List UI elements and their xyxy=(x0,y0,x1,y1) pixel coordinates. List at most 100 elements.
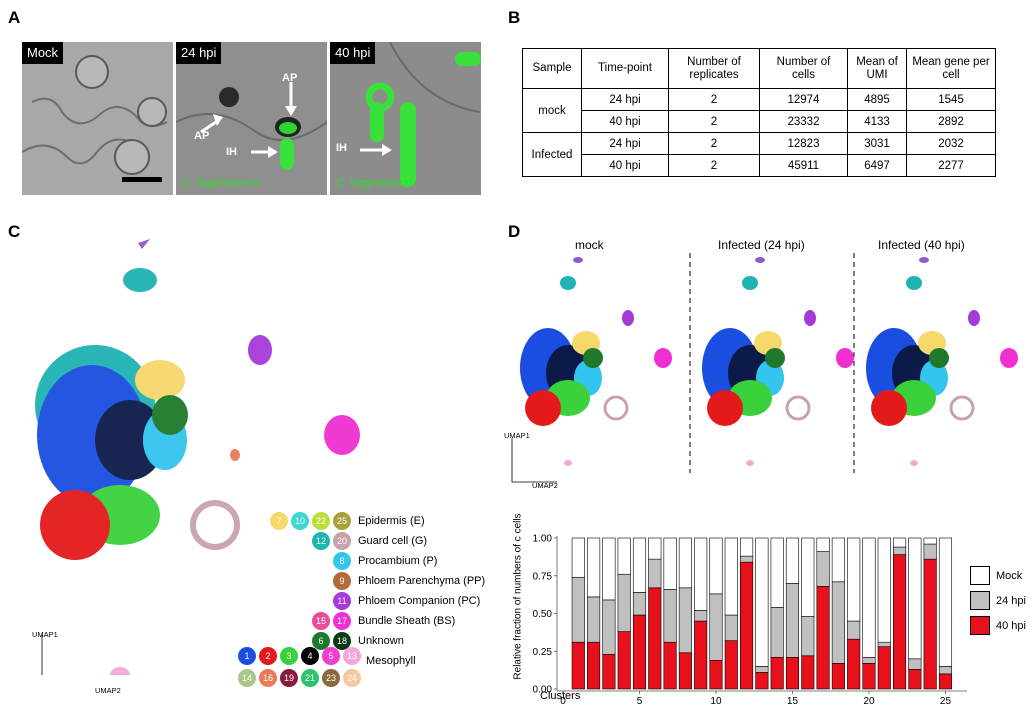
table-cell: 45911 xyxy=(759,154,848,177)
micrograph-label-mock: Mock xyxy=(22,42,64,64)
cluster-dot: 4 xyxy=(301,647,319,665)
bar-segment xyxy=(740,537,754,557)
table-cell: 12974 xyxy=(759,88,848,111)
y-tick-label: 0.50 xyxy=(533,609,553,620)
species-label-40: C. higginsianum xyxy=(336,177,415,189)
umap-cluster-blob xyxy=(919,257,929,263)
cluster-dot: 10 xyxy=(291,512,309,530)
umap-cluster-blob xyxy=(707,390,743,426)
table-cell: 12823 xyxy=(759,132,848,155)
table-cell: 6497 xyxy=(847,154,907,177)
bar-segment xyxy=(938,673,953,690)
legend-label: Phloem Parenchyma (PP) xyxy=(358,575,486,587)
table-cell: 4895 xyxy=(847,88,907,111)
bar-segment xyxy=(923,558,937,690)
legend-row: 11 Phloem Companion (PC) xyxy=(333,591,480,611)
cluster-dot: 14 xyxy=(238,669,256,687)
bar-segment xyxy=(663,641,677,690)
bar-segment xyxy=(678,537,692,589)
bar-legend-swatch xyxy=(970,591,990,610)
cluster-dot: 1 xyxy=(238,647,256,665)
bar-segment xyxy=(709,537,723,595)
micrograph-40hpi: 40 hpi IH C. higginsianum xyxy=(330,42,481,195)
cluster-dot: 16 xyxy=(259,669,277,687)
cluster-dot: 9 xyxy=(333,572,351,590)
table-row: 40 hpi 2 23332 4133 2892 xyxy=(523,110,996,133)
bar-segment xyxy=(893,554,907,690)
umap-cluster-blob xyxy=(742,276,758,290)
bar-segment xyxy=(740,555,754,563)
bar-segment xyxy=(877,537,891,643)
cluster-dot: 3 xyxy=(280,647,298,665)
ap-label-1: AP xyxy=(282,72,298,84)
legend-row: 12 20 Guard cell (G) xyxy=(312,531,427,551)
ih-label-40: IH xyxy=(336,142,347,154)
umap-cluster-blob xyxy=(560,276,576,290)
umap-cluster-blob xyxy=(525,390,561,426)
cluster-dot: 23 xyxy=(322,669,340,687)
umap-cluster-blob xyxy=(785,395,811,421)
legend-row: 6 18 Unknown xyxy=(312,631,404,651)
bar-segment xyxy=(893,537,907,548)
table-row: Infected 24 hpi 2 12823 3031 2032 xyxy=(522,132,996,177)
umap-cluster-blob xyxy=(836,348,854,368)
bar-segment xyxy=(816,537,830,552)
x-tick-label: 5 xyxy=(637,696,643,707)
cluster-dot: 20 xyxy=(333,532,351,550)
bar-y-label: Relative fraction of numbers of c cells xyxy=(512,513,524,680)
x-tick-label: 10 xyxy=(710,696,722,707)
umap-cluster-blob xyxy=(622,310,634,326)
umap-cluster-blob xyxy=(765,348,785,368)
bar-segment xyxy=(571,576,585,643)
bar-segment xyxy=(724,640,738,690)
bar-segment xyxy=(770,537,784,608)
umap-title-24hpi: Infected (24 hpi) xyxy=(718,238,805,252)
umap-cluster-blob xyxy=(968,310,980,326)
cluster-dot: 5 xyxy=(322,647,340,665)
cluster-dot: 25 xyxy=(333,512,351,530)
bar-y-label-wrap: Relative fraction of numbers of c cells xyxy=(511,505,525,685)
bar-segment xyxy=(801,537,815,617)
umap-cluster-blob xyxy=(906,276,922,290)
table-cell: 2 xyxy=(668,154,760,177)
bar-segment xyxy=(678,652,692,690)
bar-segment xyxy=(770,656,784,690)
bar-segment xyxy=(571,537,585,578)
table-cell: 24 hpi xyxy=(581,88,669,111)
umap-cluster-blob xyxy=(755,257,765,263)
table-cell: 2 xyxy=(668,88,760,111)
cluster-dot: 21 xyxy=(301,669,319,687)
bar-segment xyxy=(862,663,876,690)
umap-cluster-blob xyxy=(564,460,572,466)
legend-label: Phloem Companion (PC) xyxy=(358,595,481,607)
bar-segment xyxy=(602,599,616,655)
bar-segment xyxy=(648,587,662,690)
bar-segment xyxy=(632,614,647,690)
umap-title-mock: mock xyxy=(575,238,604,252)
table-cell: 2032 xyxy=(906,132,996,155)
bar-segment xyxy=(923,543,937,560)
umap-cluster-blob xyxy=(573,257,583,263)
bar-segment xyxy=(908,669,922,690)
bar-segment xyxy=(678,587,692,654)
bar-segment xyxy=(908,537,922,660)
legend-label: Procambium (P) xyxy=(358,555,438,567)
header-gene: Mean gene per cell xyxy=(906,48,996,89)
bar-segment xyxy=(617,631,631,690)
umap-d-y-label: UMAP1 xyxy=(504,431,530,440)
bar-segment xyxy=(632,537,647,593)
ih-label-24: IH xyxy=(226,146,237,158)
table-cell: 4133 xyxy=(847,110,907,133)
species-label-24: C. higginsianum xyxy=(182,177,261,189)
bar-segment xyxy=(785,656,800,690)
bar-segment xyxy=(694,537,708,611)
micrograph-40hpi-image xyxy=(330,42,481,195)
bar-segment xyxy=(694,610,708,622)
micrograph-24hpi: 24 hpi AP AP IH C. higginsianum xyxy=(176,42,327,195)
y-tick-label: 0.75 xyxy=(533,571,553,582)
bar-segment xyxy=(617,537,631,575)
bar-segment xyxy=(663,537,677,590)
x-tick-label: 25 xyxy=(940,696,952,707)
bar-segment xyxy=(663,589,677,643)
umap-cluster-blob xyxy=(929,348,949,368)
